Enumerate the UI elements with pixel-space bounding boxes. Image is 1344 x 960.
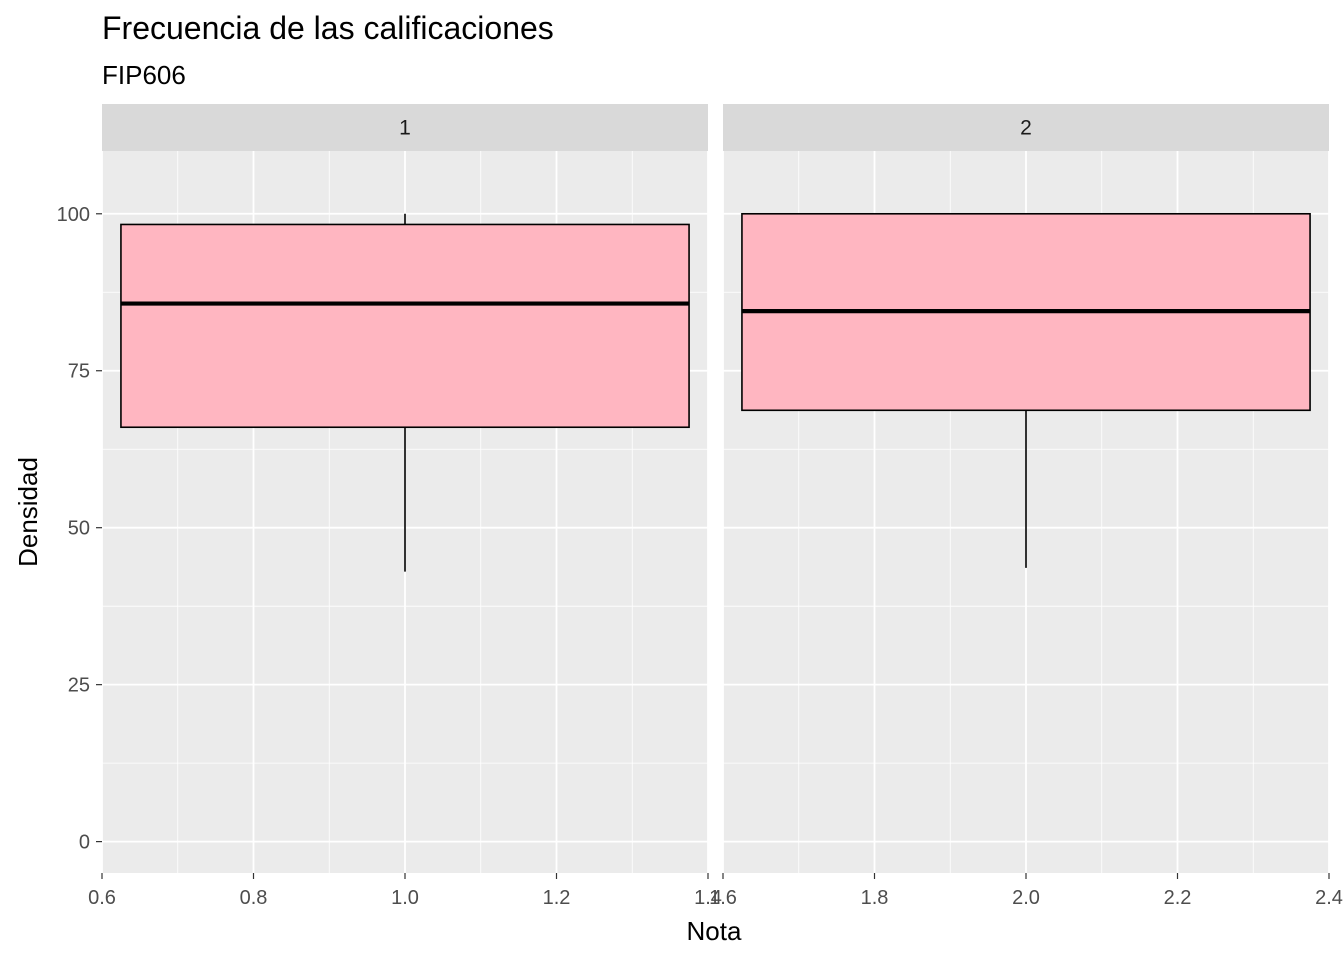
x-tick-label: 2.2 xyxy=(1164,887,1192,909)
x-tick-label: 1.6 xyxy=(709,887,737,909)
y-tick-label: 100 xyxy=(57,204,90,226)
x-axis-title: Nota xyxy=(687,916,742,946)
box xyxy=(120,223,690,429)
y-axis-title: Densidad xyxy=(13,457,43,567)
x-tick-label: 0.8 xyxy=(240,887,268,909)
facet-strip xyxy=(723,104,1329,151)
facet-strip-label: 2 xyxy=(1020,117,1032,140)
chart-subtitle: FIP606 xyxy=(102,60,186,90)
x-tick-label: 1.2 xyxy=(543,887,571,909)
x-tick-label: 2.4 xyxy=(1315,887,1343,909)
facet-strip xyxy=(102,104,708,151)
x-tick-label: 1.0 xyxy=(391,887,419,909)
facet-panel-2: 2 1.6 1.8 2.0 2.2 2.4 xyxy=(709,104,1343,909)
x-tick-label: 1.8 xyxy=(861,887,889,909)
chart-title: Frecuencia de las calificaciones xyxy=(102,10,554,46)
y-tick-label: 75 xyxy=(68,361,90,383)
y-tick-label: 25 xyxy=(68,675,90,697)
x-tick-label: 0.6 xyxy=(88,887,116,909)
facet-panel-1: 1 0.6 0.8 1.0 1.2 1.4 xyxy=(88,104,722,909)
x-tick-label: 2.0 xyxy=(1012,887,1040,909)
facet-strip-label: 1 xyxy=(399,117,411,140)
x-tick-label: 1.4 xyxy=(694,887,722,909)
y-tick-label: 50 xyxy=(68,518,90,540)
y-tick-label: 0 xyxy=(79,832,90,854)
